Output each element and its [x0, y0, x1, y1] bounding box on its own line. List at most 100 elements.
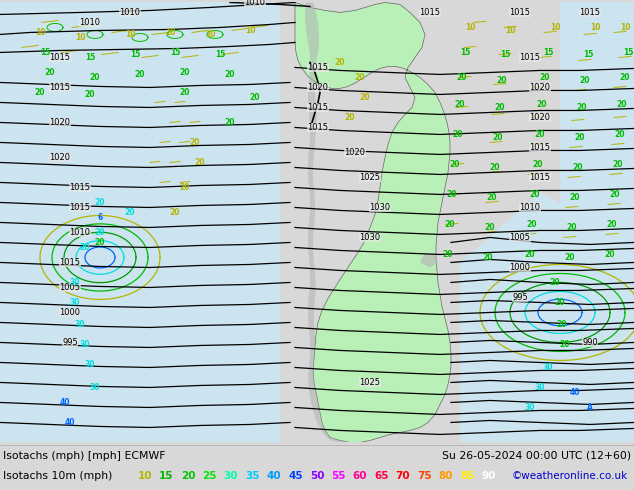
- Text: 15: 15: [159, 471, 174, 481]
- Text: 10: 10: [245, 26, 256, 35]
- Text: 20: 20: [224, 70, 235, 79]
- Text: Isotachs 10m (mph): Isotachs 10m (mph): [3, 471, 112, 481]
- Text: 30: 30: [534, 383, 545, 392]
- Text: 20: 20: [615, 130, 625, 139]
- Text: 1025: 1025: [359, 378, 380, 387]
- Text: 20: 20: [335, 58, 346, 67]
- Text: 20: 20: [570, 193, 580, 202]
- Text: 20: 20: [573, 163, 583, 172]
- Text: 10: 10: [505, 26, 515, 35]
- Text: 40: 40: [65, 418, 75, 427]
- Text: 1020: 1020: [49, 153, 70, 162]
- Text: 40: 40: [570, 388, 580, 397]
- Text: 30: 30: [90, 383, 100, 392]
- Text: 1015: 1015: [510, 8, 531, 17]
- Text: 20: 20: [359, 93, 370, 102]
- Text: 15: 15: [583, 50, 593, 59]
- Text: 15: 15: [460, 48, 470, 57]
- Text: 1015: 1015: [529, 143, 550, 152]
- Text: 1020: 1020: [529, 83, 550, 92]
- Text: 20: 20: [497, 76, 507, 85]
- Text: 1015: 1015: [307, 103, 328, 112]
- Text: 20: 20: [560, 340, 570, 349]
- Text: 1015: 1015: [70, 203, 91, 212]
- Text: 20: 20: [94, 238, 105, 247]
- Text: 45: 45: [288, 471, 303, 481]
- Text: 1025: 1025: [359, 173, 380, 182]
- Text: 50: 50: [310, 471, 324, 481]
- Text: 20: 20: [94, 198, 105, 207]
- Text: 20: 20: [170, 208, 180, 217]
- Text: 20: 20: [135, 70, 145, 79]
- Text: 20: 20: [345, 113, 355, 122]
- Text: 15: 15: [170, 48, 180, 57]
- Text: 990: 990: [582, 338, 598, 347]
- Text: 20: 20: [94, 228, 105, 237]
- Text: 20: 20: [610, 190, 620, 199]
- Text: 15: 15: [40, 48, 50, 57]
- Text: 1015: 1015: [60, 258, 81, 267]
- Text: 10: 10: [138, 471, 152, 481]
- Text: 1015: 1015: [579, 8, 600, 17]
- Text: 1005: 1005: [510, 233, 531, 242]
- Text: 1020: 1020: [529, 113, 550, 122]
- Text: 65: 65: [374, 471, 389, 481]
- Text: 20: 20: [90, 73, 100, 82]
- Text: 15: 15: [543, 48, 553, 57]
- Text: 20: 20: [224, 118, 235, 127]
- Text: 20: 20: [533, 160, 543, 169]
- Text: 20: 20: [355, 73, 365, 82]
- Text: 20: 20: [537, 100, 547, 109]
- Text: 1015: 1015: [420, 8, 441, 17]
- Text: 55: 55: [331, 471, 346, 481]
- Text: 20: 20: [447, 190, 457, 199]
- Text: 20: 20: [527, 220, 537, 229]
- Text: 20: 20: [577, 103, 587, 112]
- Text: 60: 60: [353, 471, 367, 481]
- Text: 10: 10: [620, 23, 630, 32]
- Text: 20: 20: [495, 103, 505, 112]
- Text: 15: 15: [623, 48, 633, 57]
- Text: 1020: 1020: [49, 118, 70, 127]
- Text: 20: 20: [181, 471, 195, 481]
- Text: 20: 20: [444, 220, 455, 229]
- Text: 10: 10: [205, 30, 216, 39]
- Polygon shape: [305, 2, 350, 442]
- Text: 20: 20: [540, 73, 550, 82]
- Text: 1015: 1015: [307, 63, 328, 72]
- Polygon shape: [420, 252, 438, 268]
- Text: 1015: 1015: [529, 173, 550, 182]
- Text: 40: 40: [60, 398, 70, 407]
- Text: 30: 30: [70, 298, 81, 307]
- Text: 1020: 1020: [344, 148, 365, 157]
- Text: 40: 40: [267, 471, 281, 481]
- Text: 20: 20: [443, 250, 453, 259]
- Text: 20: 20: [485, 223, 495, 232]
- Polygon shape: [460, 193, 634, 442]
- Text: 10: 10: [165, 28, 175, 37]
- Text: Isotachs (mph) [mph] ECMWF: Isotachs (mph) [mph] ECMWF: [3, 451, 165, 461]
- Text: 30: 30: [224, 471, 238, 481]
- Text: 20: 20: [455, 100, 465, 109]
- Text: 10: 10: [465, 23, 476, 32]
- Text: 20: 20: [180, 68, 190, 77]
- Text: 995: 995: [512, 293, 528, 302]
- Text: 1015: 1015: [49, 53, 70, 62]
- Text: 20: 20: [195, 158, 205, 167]
- Text: 30: 30: [543, 363, 553, 372]
- Text: 1000: 1000: [510, 263, 531, 272]
- Text: 20: 20: [493, 133, 503, 142]
- Text: 1005: 1005: [60, 283, 81, 292]
- Text: 20: 20: [525, 250, 535, 259]
- Text: 10: 10: [75, 33, 85, 42]
- Text: 30: 30: [75, 320, 85, 329]
- Text: 20: 20: [450, 160, 460, 169]
- Text: 20: 20: [453, 130, 463, 139]
- Text: 10: 10: [550, 23, 560, 32]
- Text: 20: 20: [125, 208, 135, 217]
- Text: 20: 20: [35, 88, 45, 97]
- Text: 1010: 1010: [245, 0, 266, 7]
- Text: 30: 30: [80, 340, 90, 349]
- Text: 20: 20: [617, 100, 627, 109]
- Text: 70: 70: [396, 471, 410, 481]
